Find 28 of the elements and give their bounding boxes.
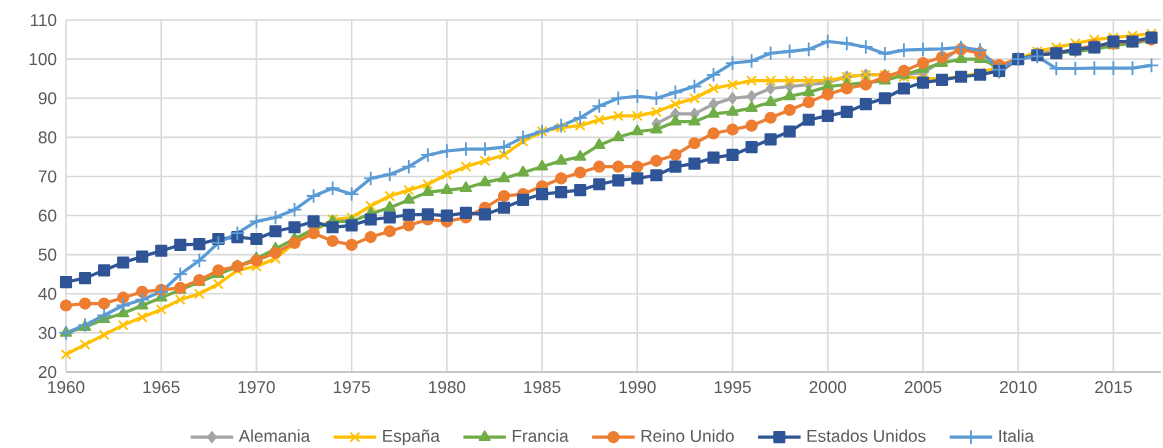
x-tick-label: 1985 — [524, 381, 561, 394]
legend-label: España — [383, 429, 440, 446]
x-tick-label: 1965 — [143, 381, 180, 394]
x-tick-label: 2010 — [1000, 381, 1037, 394]
y-tick-label: 40 — [38, 287, 57, 300]
legend-label: Francia — [512, 429, 569, 442]
y-tick-label: 50 — [38, 248, 57, 261]
y-tick-label: 100 — [29, 53, 57, 66]
legend-label: Reino Unido — [641, 429, 734, 442]
y-tick-label: 110 — [30, 13, 57, 27]
x-tick-label: 2005 — [904, 381, 942, 394]
y-tick-label: 30 — [38, 326, 57, 339]
y-tick-label: 90 — [38, 92, 57, 105]
x-tick-label: 1980 — [429, 381, 466, 394]
x-tick-label: 1990 — [619, 381, 656, 394]
x-tick-label: 1975 — [333, 381, 370, 394]
legend-label: Alemania — [238, 429, 311, 442]
x-tick-label: 2015 — [1095, 381, 1132, 394]
x-tick-label: 1995 — [714, 381, 751, 394]
y-tick-label: 80 — [38, 131, 57, 144]
x-tick-label: 2000 — [809, 381, 847, 394]
x-tick-label: 1960 — [48, 381, 85, 394]
y-tick-label: 70 — [38, 170, 57, 183]
y-tick-label: 60 — [38, 209, 57, 222]
legend-label: Italia — [999, 429, 1034, 442]
legend-label: Estados Unidos — [807, 429, 926, 442]
x-tick-label: 1970 — [238, 381, 275, 394]
y-tick-label: 20 — [38, 365, 57, 379]
